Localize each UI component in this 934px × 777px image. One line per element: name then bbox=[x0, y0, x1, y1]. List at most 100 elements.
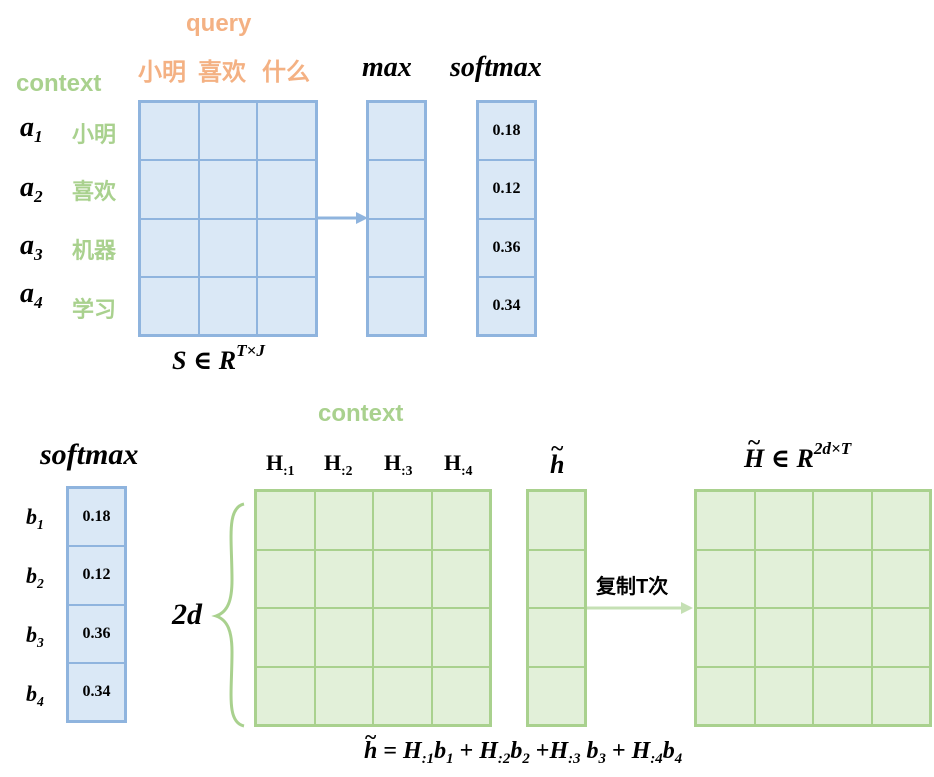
matrix-cell bbox=[314, 608, 373, 667]
matrix-cell bbox=[431, 666, 490, 725]
row-var-b2: b2 bbox=[26, 563, 44, 591]
matrix-cell bbox=[373, 491, 432, 550]
matrix-cell bbox=[431, 491, 490, 550]
context-word-4: 学习 bbox=[72, 297, 117, 322]
context-word-1: 小明 bbox=[72, 122, 117, 147]
h-tilde-cell bbox=[528, 491, 585, 550]
matrix-cell bbox=[198, 102, 258, 161]
context-word-3: 机器 bbox=[72, 238, 117, 263]
dimension-label: 2d bbox=[172, 598, 202, 631]
matrix-cell bbox=[871, 491, 930, 550]
matrix-cell bbox=[431, 549, 490, 608]
matrix-cell bbox=[257, 218, 316, 277]
matrix-cell bbox=[754, 549, 813, 608]
arrow-copy bbox=[587, 602, 693, 614]
matrix-cell bbox=[140, 160, 199, 219]
softmax-value: 0.34 bbox=[68, 662, 125, 721]
matrix-cell bbox=[257, 160, 316, 219]
matrix-cell bbox=[314, 491, 373, 550]
matrix-cell bbox=[256, 608, 315, 667]
matrix-cell bbox=[813, 608, 872, 667]
context-matrix bbox=[254, 489, 492, 727]
matrix-cell bbox=[754, 608, 813, 667]
matrix-cell bbox=[696, 491, 755, 550]
matrix-cell bbox=[431, 608, 490, 667]
col-header-4: H:4 bbox=[444, 450, 473, 478]
matrix-cell bbox=[696, 549, 755, 608]
h-tilde-cell bbox=[528, 666, 585, 725]
matrix-cell bbox=[140, 102, 199, 161]
matrix-cell bbox=[256, 491, 315, 550]
softmax-value: 0.18 bbox=[478, 102, 535, 161]
matrix-cell bbox=[871, 666, 930, 725]
H-tilde-matrix bbox=[694, 489, 932, 727]
max-cell bbox=[368, 160, 425, 219]
matrix-cell bbox=[256, 549, 315, 608]
arrow-to-max bbox=[316, 212, 368, 224]
context-word-2: 喜欢 bbox=[72, 179, 117, 204]
row-var-a1: a1 bbox=[20, 112, 43, 147]
softmax-value: 0.12 bbox=[478, 160, 535, 219]
matrix-cell bbox=[140, 276, 199, 335]
max-column bbox=[366, 100, 427, 337]
matrix-cell bbox=[256, 666, 315, 725]
matrix-cell bbox=[373, 608, 432, 667]
max-cell bbox=[368, 218, 425, 277]
matrix-cell bbox=[198, 218, 258, 277]
matrix-cell bbox=[257, 102, 316, 161]
h-tilde-cell bbox=[528, 608, 585, 667]
row-var-a4: a4 bbox=[20, 278, 43, 313]
matrix-cell bbox=[696, 608, 755, 667]
matrix-cell bbox=[813, 549, 872, 608]
matrix-cell bbox=[257, 276, 316, 335]
formula: h = H:1b1 + H:2b2 +H:3 b3 + H:4b4 bbox=[364, 738, 682, 768]
matrix-cell bbox=[373, 666, 432, 725]
context-label-bottom: context bbox=[318, 400, 404, 427]
h-tilde-cell bbox=[528, 549, 585, 608]
col-header-2: H:2 bbox=[324, 450, 353, 478]
matrix-cell bbox=[696, 666, 755, 725]
row-var-a3: a3 bbox=[20, 230, 43, 265]
max-label: max bbox=[362, 52, 412, 83]
matrix-cell bbox=[754, 491, 813, 550]
matrix-cell bbox=[813, 666, 872, 725]
matrix-cell bbox=[871, 608, 930, 667]
matrix-cell bbox=[373, 549, 432, 608]
query-word-1: 小明 bbox=[138, 59, 186, 86]
matrix-cell bbox=[314, 549, 373, 608]
row-var-a2: a2 bbox=[20, 172, 43, 207]
softmax-label-bottom: softmax bbox=[40, 438, 139, 471]
matrix-cell bbox=[198, 160, 258, 219]
max-cell bbox=[368, 102, 425, 161]
matrix-cell bbox=[314, 666, 373, 725]
row-var-b3: b3 bbox=[26, 622, 44, 650]
context-label-top: context bbox=[16, 70, 102, 97]
h-tilde-column bbox=[526, 489, 587, 727]
softmax-value: 0.12 bbox=[68, 546, 125, 605]
softmax-value: 0.36 bbox=[478, 218, 535, 277]
col-header-3: H:3 bbox=[384, 450, 413, 478]
query-word-3: 什么 bbox=[262, 59, 310, 86]
col-header-1: H:1 bbox=[266, 450, 295, 478]
brace-icon bbox=[211, 502, 245, 728]
formula-lhs: h bbox=[364, 738, 377, 765]
H-tilde-label: H ∈ R2d×T bbox=[744, 440, 851, 474]
similarity-matrix bbox=[138, 100, 318, 337]
softmax-value: 0.36 bbox=[68, 604, 125, 663]
softmax-column-top: 0.18 0.12 0.36 0.34 bbox=[476, 100, 537, 337]
matrix-cell bbox=[871, 549, 930, 608]
query-word-2: 喜欢 bbox=[198, 59, 246, 86]
matrix-cell bbox=[140, 218, 199, 277]
matrix-cell bbox=[813, 491, 872, 550]
copy-label: 复制T次 bbox=[596, 576, 669, 598]
matrix-cell bbox=[198, 276, 258, 335]
matrix-cell bbox=[754, 666, 813, 725]
h-tilde-label: h bbox=[550, 450, 564, 480]
matrix-caption: S ∈ RT×J bbox=[172, 341, 265, 375]
query-label: query bbox=[186, 10, 252, 37]
softmax-value: 0.34 bbox=[478, 276, 535, 335]
softmax-label-top: softmax bbox=[450, 52, 542, 83]
max-cell bbox=[368, 276, 425, 335]
row-var-b1: b1 bbox=[26, 504, 44, 532]
softmax-column-bottom: 0.18 0.12 0.36 0.34 bbox=[66, 486, 127, 723]
